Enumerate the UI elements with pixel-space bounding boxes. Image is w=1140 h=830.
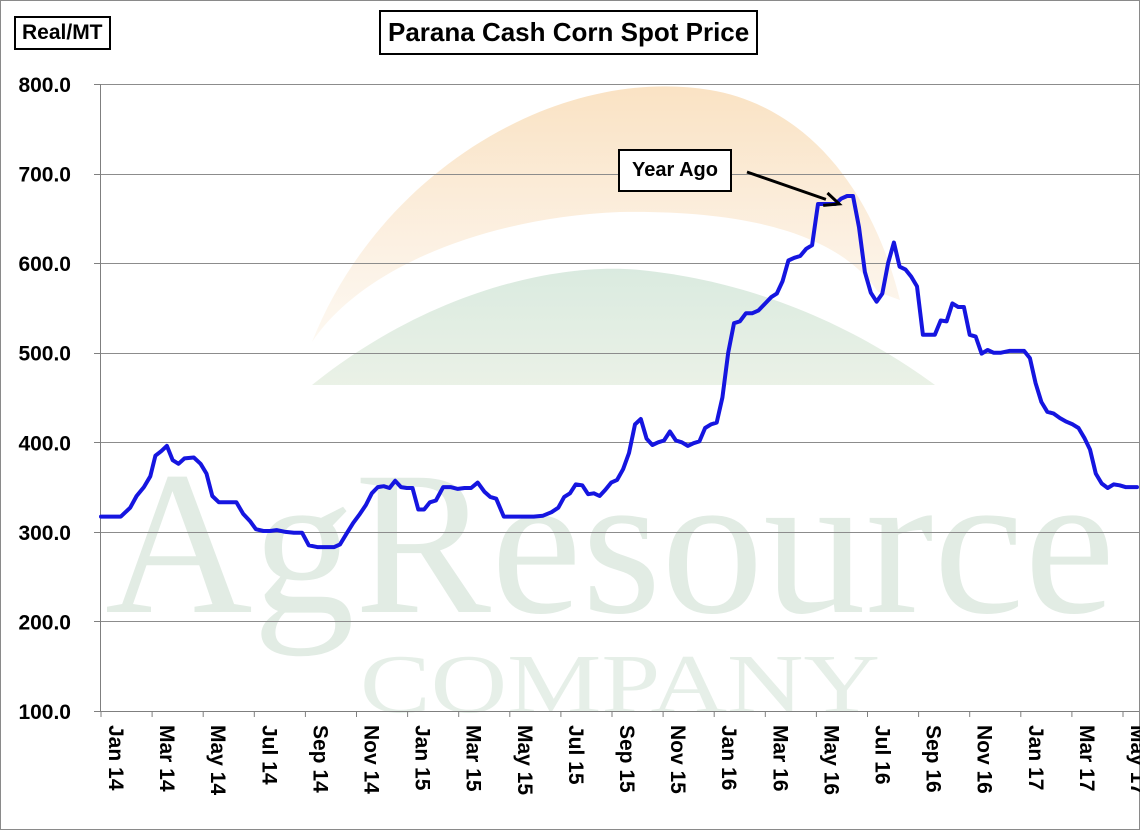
x-tick-label: May 14 [206,725,229,795]
y-tick-label: 600.0 [18,253,71,276]
x-tick-label: May 17 [1126,725,1140,795]
x-tick-label: Jul 14 [257,725,280,785]
x-tick-label: Jan 17 [1024,725,1047,790]
y-axis-unit-label: Real/MT [14,16,111,50]
watermark-line1: AgResource [105,430,1115,657]
y-tick-label: 200.0 [18,611,71,634]
x-tick-label: Jan 14 [104,725,127,791]
x-tick-label: Jan 16 [717,725,740,790]
x-tick-labels: Jan 14 Mar 14 May 14 Jul 14 Sep 14 Nov 14 Jan … [104,725,1140,795]
x-tick-label: May 16 [819,725,842,795]
y-tick-label: 400.0 [18,432,71,455]
annotation-year-ago: Year Ago [618,149,732,192]
x-tick-label: May 15 [513,725,536,795]
y-tick-label: 700.0 [18,164,71,187]
annotation-arrow-head [823,191,843,207]
x-tick-label: Mar 16 [768,725,791,792]
watermark-sun-arc [312,86,900,342]
y-tick-label: 300.0 [18,522,71,545]
chart-title: Parana Cash Corn Spot Price [379,10,759,55]
annotation-arrow-shaft [746,170,827,201]
axes [94,84,1139,717]
x-tick-label: Mar 14 [155,725,178,792]
x-tick-label: Mar 15 [462,725,485,792]
x-tick-label: Mar 17 [1075,725,1098,792]
x-tick-label: Nov 14 [360,725,383,794]
x-tick-label: Nov 15 [666,725,689,794]
x-tick-label: Jan 15 [411,725,434,791]
watermark-hill [312,268,935,385]
x-tick-label: Sep 14 [308,725,331,793]
price-series-line [99,194,1139,550]
y-tick-label: 800.0 [18,74,71,97]
x-tick-label: Jul 16 [871,725,894,785]
watermark-line2: COMPANY [360,638,880,731]
x-tick-label: Sep 16 [922,725,945,793]
y-tick-label: 100.0 [18,701,71,724]
series-layer [99,194,1139,550]
x-tick-label: Sep 15 [615,725,638,793]
watermark-logo: AgResource COMPANY [105,86,1115,731]
x-tick-label: Nov 16 [973,725,996,794]
x-tick-label: Jul 15 [564,725,587,785]
y-tick-label: 500.0 [18,343,71,366]
annotation-arrow [746,170,843,207]
y-tick-labels: 800.0 700.0 600.0 500.0 400.0 300.0 200.0 100.0 [18,74,71,724]
